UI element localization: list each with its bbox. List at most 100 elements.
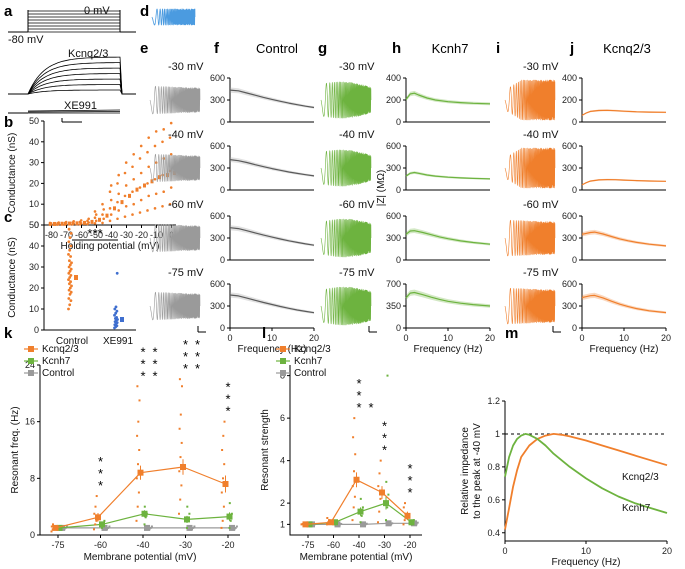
panel-b-xtick-label: -20 xyxy=(135,230,148,240)
panel-k-sig-kcnq23: * xyxy=(140,368,145,383)
panel-c-point xyxy=(67,278,70,281)
panel-c-point xyxy=(67,265,71,269)
panel-c-point xyxy=(116,318,119,321)
panel-l-xtick-label: -20 xyxy=(403,540,416,550)
panel-b-point xyxy=(131,165,134,169)
panel-m-xlabel: Frequency (Hz) xyxy=(552,557,621,568)
panel-c-ytick-label: 30 xyxy=(29,262,39,272)
panel-b-point xyxy=(169,152,173,156)
panel-label-i: i xyxy=(496,40,500,57)
panel-l-point xyxy=(402,523,405,526)
panel-c-point xyxy=(67,307,70,311)
chirp-stimulus xyxy=(151,8,196,26)
panel-b-mean xyxy=(98,217,101,222)
panel-c-point xyxy=(69,280,72,284)
panel-label-l: l xyxy=(262,325,266,342)
panel-k-mean-marker xyxy=(52,524,59,531)
panel-l-point xyxy=(353,495,356,498)
panel-c-point xyxy=(114,305,118,309)
panel-l-point xyxy=(385,519,387,522)
panel-k-legend-label: Kcnh7 xyxy=(42,356,71,367)
impedance-band-j xyxy=(582,109,666,116)
panel-b-point xyxy=(147,194,150,198)
panel-m-ytick-label: 0.4 xyxy=(487,528,500,538)
panel-label-b: b xyxy=(4,114,13,131)
impedance-h-axes xyxy=(405,146,490,191)
panel-l-legend-marker xyxy=(280,358,286,364)
panel-m-ylabel-1: Relative impedance xyxy=(460,427,471,515)
column-title-kcnq23: Kcnq2/3 xyxy=(603,41,651,56)
impedance-j-ytick-label: 600 xyxy=(562,141,577,151)
chirp-response-kcnh7 xyxy=(320,286,372,326)
panel-m-label-kcnh7: Kcnh7 xyxy=(622,503,651,514)
panel-b-mean xyxy=(143,183,146,188)
panel-m-xtick-label: 20 xyxy=(662,546,672,556)
panel-k-point xyxy=(188,512,191,515)
panel-k-mean-marker xyxy=(229,524,235,531)
panel-b-point xyxy=(153,144,157,148)
panel-b-mean xyxy=(113,206,116,211)
panel-b-point xyxy=(154,192,158,196)
impedance-h-ytick-label: 700 xyxy=(386,279,401,289)
impedance-h-ytick-label: 350 xyxy=(386,301,401,311)
chirp-response-control xyxy=(149,153,201,183)
panel-m-ytick-label: 0.6 xyxy=(487,495,500,505)
panel-c-point xyxy=(68,259,71,263)
panel-k-point xyxy=(221,449,224,451)
panel-b-point xyxy=(117,209,120,212)
panel-b-point xyxy=(146,150,149,154)
panel-k-point xyxy=(52,523,54,526)
impedance-h-ytick-label: 0 xyxy=(396,323,401,333)
panel-l-point xyxy=(300,523,303,526)
panel-k-point xyxy=(223,463,226,466)
panel-b-xtick-label: -40 xyxy=(105,230,118,240)
panel-c-point xyxy=(69,274,73,277)
panel-b-point xyxy=(64,220,68,224)
panel-b-ytick-label: 20 xyxy=(29,178,39,188)
panel-b-point xyxy=(102,208,105,211)
panel-c-point xyxy=(69,255,72,258)
panel-k-point xyxy=(108,525,111,528)
impedance-j-ytick-label: 0 xyxy=(572,185,577,195)
panel-l-point xyxy=(387,493,390,496)
panel-b-point xyxy=(93,210,97,213)
panel-k-point xyxy=(137,463,139,466)
panel-k-point xyxy=(228,526,231,529)
panel-b-point xyxy=(72,219,75,223)
panel-b-point xyxy=(109,198,113,202)
panel-k-point xyxy=(136,434,139,437)
impedance-j-ytick-label: 0 xyxy=(572,255,577,265)
impedance-curve-j xyxy=(581,294,667,314)
panel-l-mean-marker xyxy=(302,521,309,528)
current-trace xyxy=(27,78,136,95)
panel-m-xtick-label: 0 xyxy=(502,546,507,556)
panel-b-ytick-label: 0 xyxy=(34,220,39,230)
panel-k-mean-marker xyxy=(222,481,229,487)
panel-l-point xyxy=(402,506,405,509)
impedance-f-ytick-label: 300 xyxy=(210,95,225,105)
panel-b-point xyxy=(139,144,143,148)
panel-k-point xyxy=(222,477,224,480)
panel-b-mean xyxy=(165,173,169,178)
panel-c-point xyxy=(115,316,118,319)
panel-k-point xyxy=(94,523,97,526)
impedance-curve-h xyxy=(405,230,491,245)
panel-b-point xyxy=(94,219,98,223)
panel-c-category: Control xyxy=(56,336,88,347)
panel-k-point xyxy=(50,530,53,533)
panel-k-point xyxy=(222,434,225,437)
panel-b-point xyxy=(153,207,157,210)
impedance-h-ytick-label: 300 xyxy=(386,163,401,173)
panel-l-mean-marker xyxy=(385,520,392,527)
impedance-band-h xyxy=(406,228,490,246)
impedance-curve-j xyxy=(581,231,667,247)
panel-k-point xyxy=(193,525,196,528)
panel-k-point xyxy=(135,477,138,480)
panel-k-point xyxy=(181,385,183,388)
panel-l-sig-kcnq23: * xyxy=(356,400,361,415)
impedance-curve-f xyxy=(229,89,315,109)
panel-l-xlabel: Membrane potential (mV) xyxy=(300,552,413,563)
panel-b-point xyxy=(132,152,135,156)
panel-c-point xyxy=(115,309,119,313)
impedance-curve-j xyxy=(581,109,667,116)
